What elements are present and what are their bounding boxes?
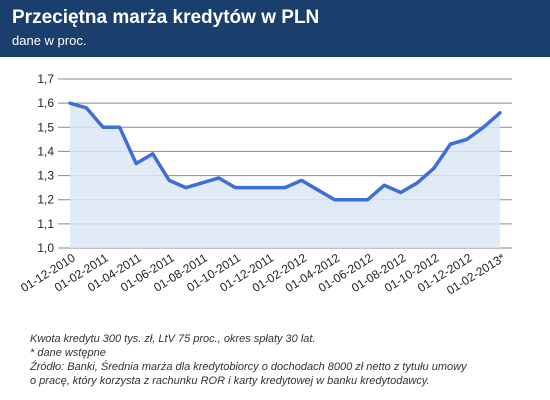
data-point <box>499 112 501 114</box>
data-point <box>399 191 402 194</box>
area-chart: 1,0 1,1 1,2 1,3 1,4 1,5 1,6 1,7 01-12-201001-02… <box>0 57 550 327</box>
data-point <box>317 189 319 191</box>
y-tick-label: 1,1 <box>37 217 54 231</box>
y-tick-label: 1,2 <box>37 193 54 207</box>
data-point <box>284 186 286 189</box>
data-point <box>102 126 104 129</box>
data-point <box>118 126 121 129</box>
y-tick-label: 1,0 <box>37 241 54 255</box>
data-point <box>433 167 435 170</box>
chart-subtitle: dane w proc. <box>12 33 87 48</box>
area-fill <box>70 103 500 248</box>
chart-title: Przeciętna marża kredytów w PLN <box>12 7 320 28</box>
footnote-source-continued: o pracę, który korzysta z rachunku ROR i… <box>30 375 430 387</box>
data-point <box>151 153 154 155</box>
data-point <box>300 179 303 182</box>
data-point <box>267 186 270 189</box>
x-tick-labels: 01-12-201001-02-201101-04-201101-06-2011… <box>18 251 508 298</box>
data-point <box>416 182 419 184</box>
data-point <box>482 126 485 129</box>
footnote-loan-terms: Kwota kredytu 300 tys. zł, LtV 75 proc.,… <box>30 333 316 345</box>
data-point <box>218 177 220 179</box>
data-point <box>333 198 336 201</box>
data-point <box>449 143 452 145</box>
data-point <box>201 182 204 184</box>
footnote-preliminary: * dane wstępne <box>30 347 106 359</box>
data-point <box>85 107 88 109</box>
data-point <box>69 102 71 104</box>
data-point <box>234 186 237 189</box>
data-point <box>366 198 369 201</box>
data-point <box>350 198 352 201</box>
footnotes: Kwota kredytu 300 tys. zł, LtV 75 proc.,… <box>30 332 535 388</box>
data-point <box>383 184 386 187</box>
area-fill-layer <box>70 103 500 248</box>
data-point <box>251 186 253 189</box>
y-tick-label: 1,3 <box>37 169 54 183</box>
y-tick-labels: 1,0 1,1 1,2 1,3 1,4 1,5 1,6 1,7 <box>37 72 54 255</box>
y-tick-label: 1,5 <box>37 120 54 134</box>
data-point <box>184 186 187 189</box>
y-tick-label: 1,6 <box>37 96 54 110</box>
line-series-layer <box>68 101 502 202</box>
footnote-source: Źródło: Banki, Średnia marża dla kredyto… <box>30 361 467 373</box>
y-tick-label: 1,7 <box>37 72 54 86</box>
chart-header: Przeciętna marża kredytów w PLN dane w p… <box>0 0 550 57</box>
data-point <box>466 138 468 141</box>
y-tick-label: 1,4 <box>37 144 54 158</box>
data-point <box>135 162 137 165</box>
data-point <box>168 179 171 182</box>
